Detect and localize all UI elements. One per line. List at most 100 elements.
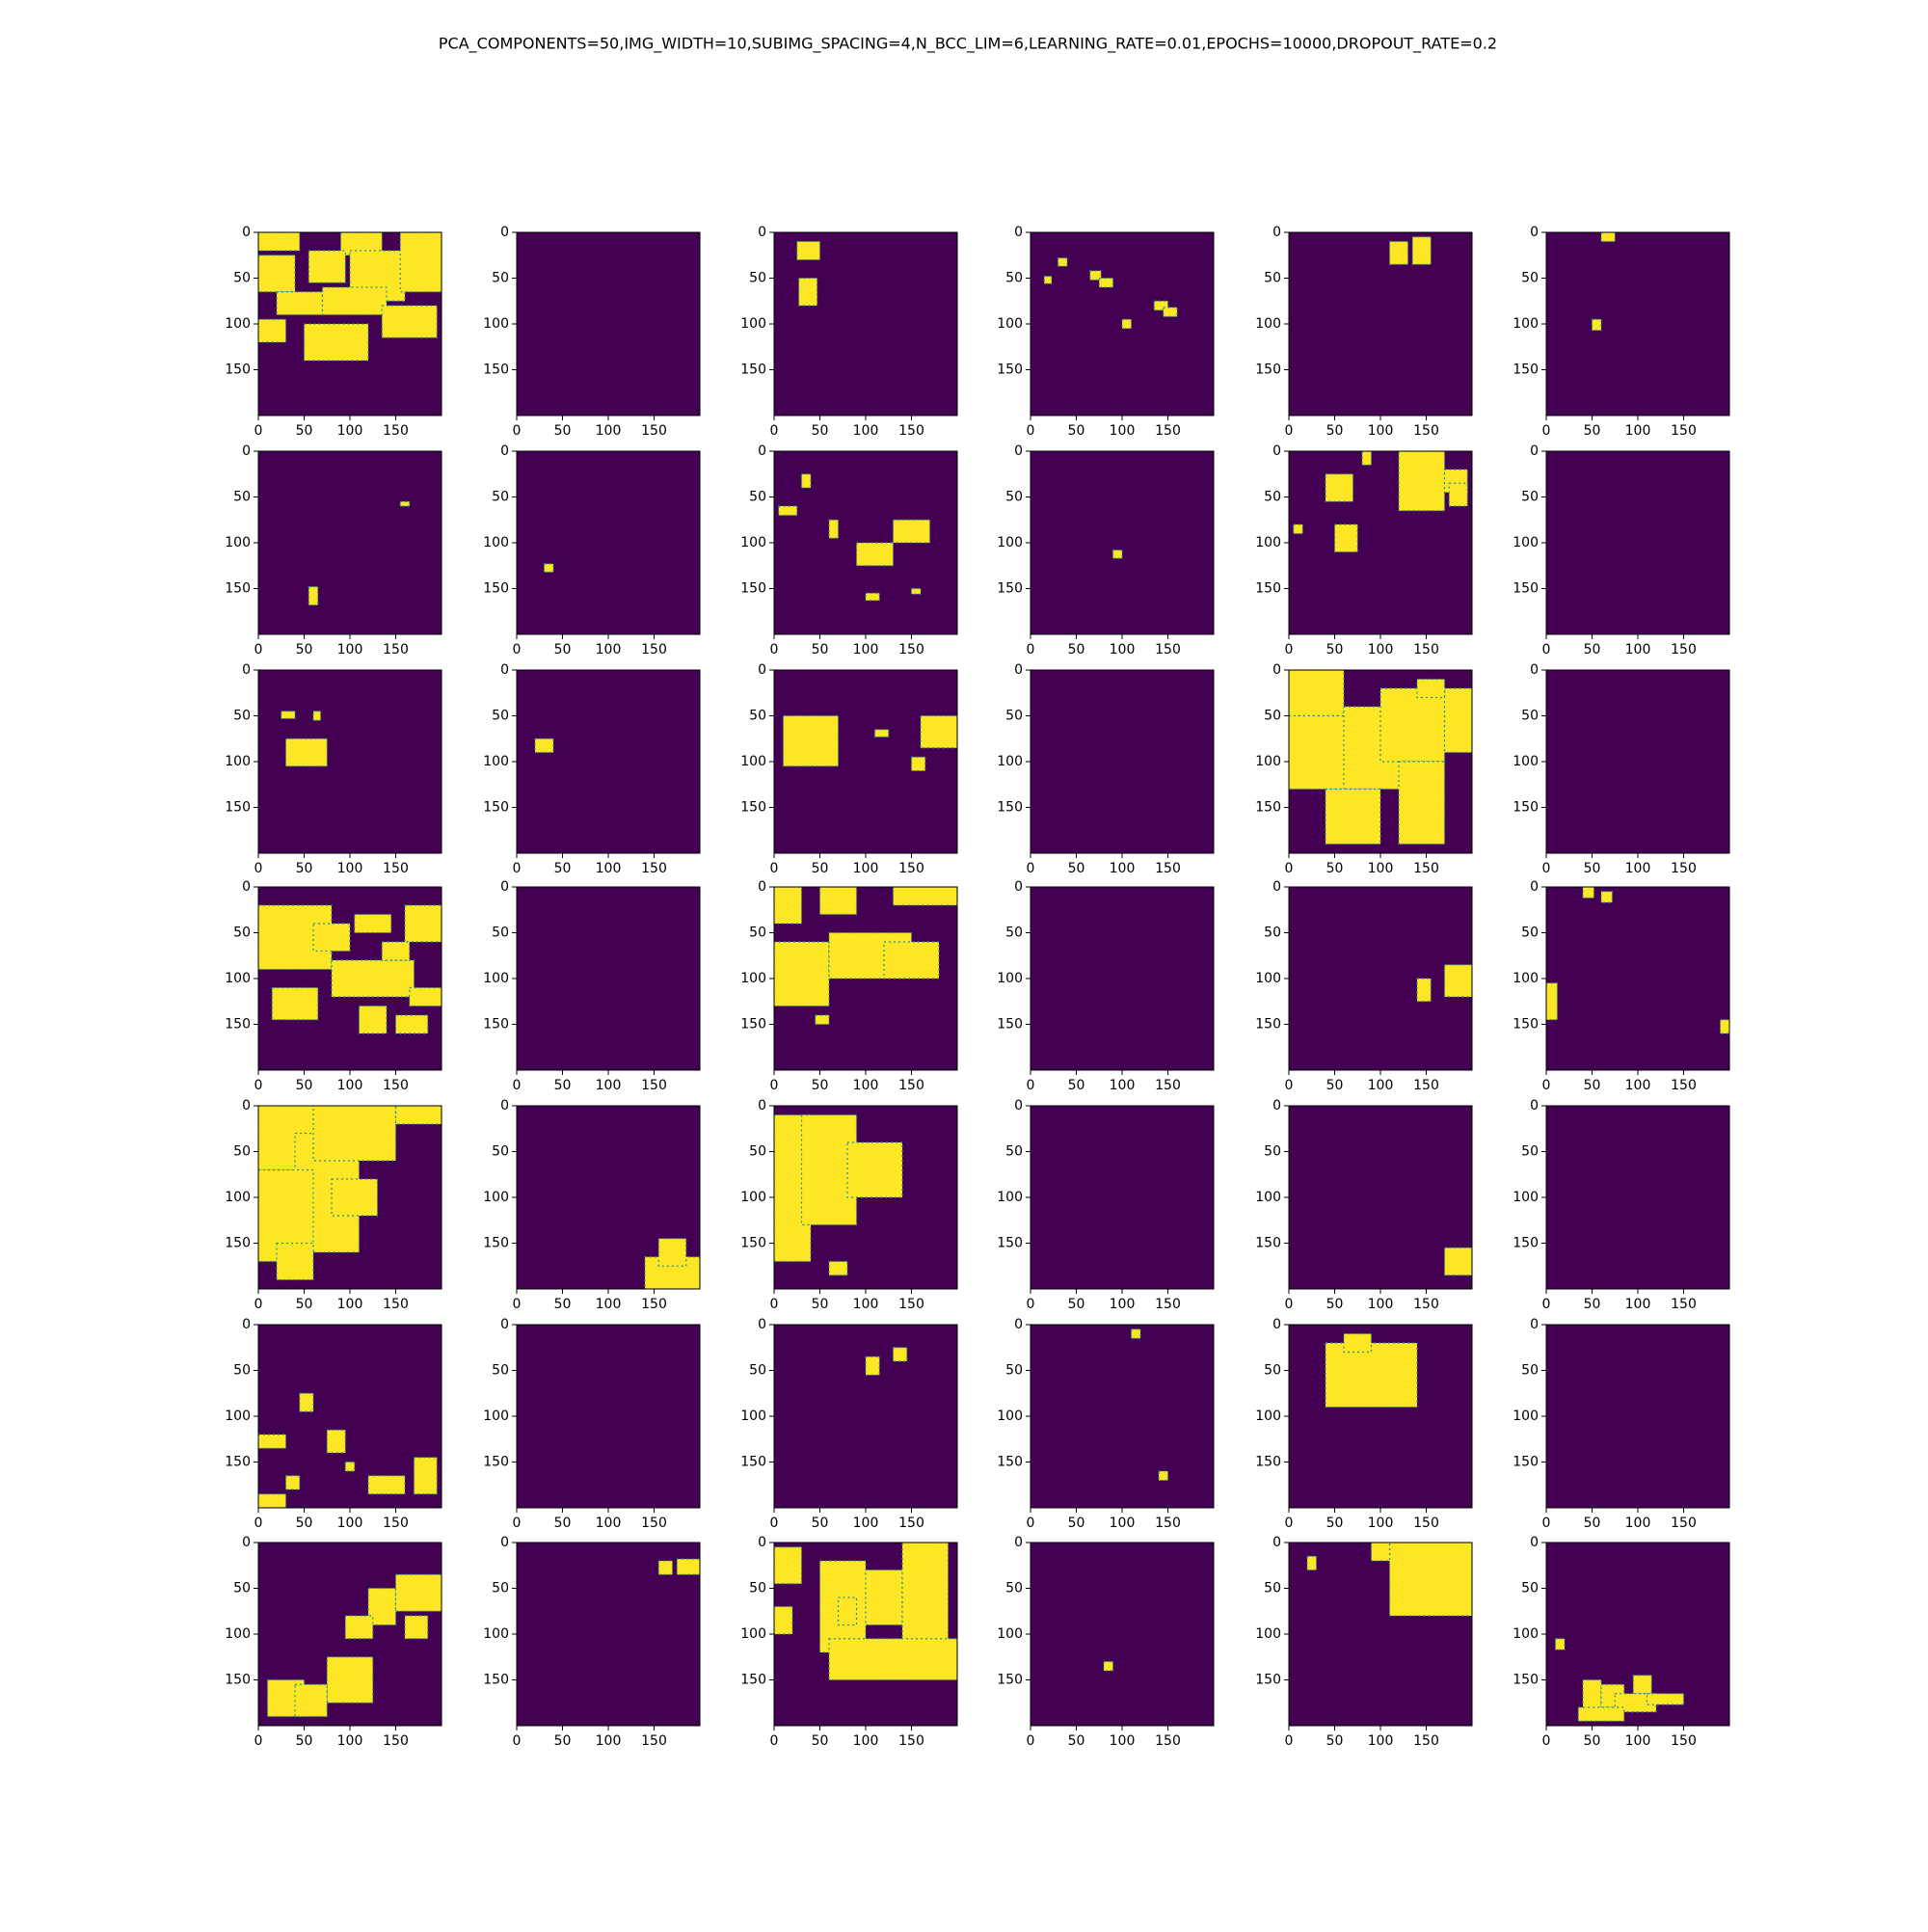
y-tick-label: 150 [225,581,251,597]
blob [276,1242,314,1281]
x-tick-label: 100 [1368,642,1394,657]
y-tick-label: 150 [483,362,509,378]
y-tick-label: 50 [1264,1581,1281,1597]
blob [284,738,328,767]
x-tick-label: 150 [1155,642,1181,657]
blob [271,986,319,1021]
x-tick-label: 0 [513,423,522,439]
blob [534,738,554,754]
y-tick-label: 0 [242,443,251,459]
y-tick-label: 50 [1264,490,1281,505]
x-tick-label: 50 [812,423,829,439]
blob [543,563,554,573]
image-background [774,1325,957,1508]
blobs [657,1558,700,1575]
x-tick-label: 50 [1584,423,1601,439]
y-tick-label: 50 [1521,709,1539,724]
x-tick-label: 150 [383,1078,409,1093]
y-tick-label: 150 [997,1455,1023,1470]
x-tick-label: 0 [770,642,779,657]
blob [873,729,890,738]
blobs [543,563,554,573]
blob [1577,1706,1625,1722]
y-tick-label: 50 [233,926,251,941]
y-tick-label: 0 [1530,1535,1539,1550]
blobs [266,1573,442,1718]
x-tick-label: 0 [254,861,263,876]
blob [865,1569,903,1626]
x-tick-label: 0 [513,1733,522,1749]
y-tick-label: 100 [1513,1409,1539,1424]
y-tick-label: 50 [233,490,251,505]
x-tick-label: 50 [1326,1078,1344,1093]
x-tick-label: 50 [554,642,572,657]
y-tick-label: 0 [758,1098,766,1114]
y-tick-label: 150 [1513,800,1539,816]
x-tick-label: 150 [1413,861,1439,876]
x-tick-label: 0 [254,423,263,439]
blob [1416,678,1446,699]
x-tick-label: 100 [596,423,622,439]
y-tick-label: 100 [1513,1190,1539,1205]
y-tick-label: 150 [225,1017,251,1033]
y-tick-label: 50 [1005,926,1023,941]
subplot: 0 50 100 150 0 50 100 150 [225,879,442,1093]
y-tick-label: 100 [1255,971,1281,986]
blob [774,1546,803,1585]
x-tick-label: 0 [770,1078,779,1093]
x-tick-label: 50 [1068,642,1085,657]
x-tick-label: 150 [383,423,409,439]
y-tick-label: 0 [1014,1535,1023,1550]
x-tick-label: 100 [596,1297,622,1312]
y-tick-label: 50 [749,1363,766,1379]
x-tick-label: 50 [1584,642,1601,657]
blob [798,277,818,307]
blobs [258,1392,438,1508]
image-background [1289,1106,1472,1289]
x-tick-label: 150 [641,423,667,439]
y-tick-label: 0 [758,1535,766,1550]
x-tick-label: 50 [1326,861,1344,876]
blob [1388,1543,1472,1617]
blobs [258,232,442,362]
y-tick-label: 150 [997,1017,1023,1033]
x-tick-label: 100 [853,642,879,657]
blob [910,756,926,772]
x-tick-label: 0 [254,1297,263,1312]
subplot: 0 50 100 150 0 50 100 150 [483,1317,701,1531]
y-tick-label: 150 [1255,581,1281,597]
blob [367,1475,406,1495]
y-tick-label: 100 [483,1190,509,1205]
x-tick-label: 0 [1027,642,1035,657]
y-tick-label: 100 [740,535,766,550]
x-tick-label: 150 [641,1516,667,1531]
x-tick-label: 100 [1368,1297,1394,1312]
blob [1343,1332,1373,1354]
subplot: 0 50 100 150 0 50 100 150 [1513,1098,1730,1312]
y-tick-label: 100 [740,316,766,332]
subplot: 0 50 100 150 0 50 100 150 [483,443,701,657]
y-tick-label: 150 [225,800,251,816]
blobs [865,1347,908,1376]
x-tick-label: 100 [1110,1297,1136,1312]
x-tick-label: 100 [337,423,363,439]
y-tick-label: 100 [225,754,251,769]
blobs [1130,1328,1169,1482]
y-tick-label: 50 [749,490,766,505]
x-tick-label: 100 [1110,423,1136,439]
y-tick-label: 100 [1255,1626,1281,1642]
x-tick-label: 100 [1625,1297,1651,1312]
y-tick-label: 0 [1014,225,1023,240]
y-tick-label: 100 [483,971,509,986]
x-tick-label: 150 [898,1516,924,1531]
y-tick-label: 100 [997,971,1023,986]
x-tick-label: 0 [770,423,779,439]
x-tick-label: 50 [1584,1516,1601,1531]
blob [1443,1247,1472,1276]
blob [284,1475,301,1490]
y-tick-label: 0 [1272,443,1281,459]
y-tick-label: 150 [1255,1455,1281,1470]
y-tick-label: 50 [1005,490,1023,505]
x-tick-label: 150 [1155,423,1181,439]
